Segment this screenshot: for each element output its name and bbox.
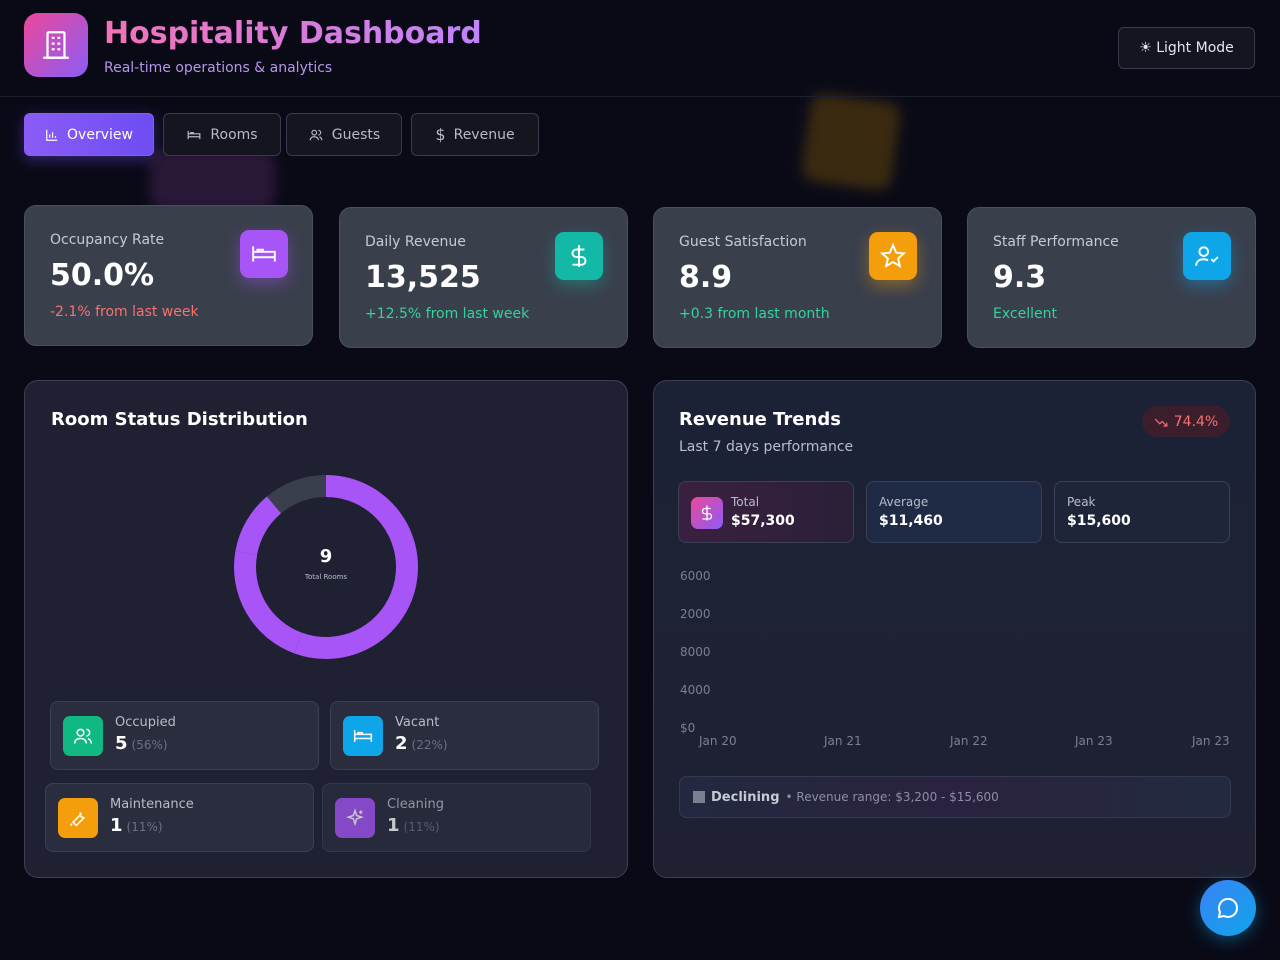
x-axis-label: Jan 23 [1192, 734, 1230, 748]
theme-toggle[interactable]: ☀ Light Mode [1118, 27, 1255, 69]
tab-revenue[interactable]: $ Revenue [411, 113, 539, 156]
status-icon [343, 716, 383, 756]
revenue-panel: Revenue Trends Last 7 days performance 7… [653, 380, 1256, 878]
bg-shape [800, 92, 902, 192]
donut-segment [234, 551, 303, 654]
app-title: Hospitality Dashboard [104, 16, 482, 51]
status-count: 1 (11%) [110, 815, 163, 836]
donut-segment [294, 475, 418, 659]
y-axis-label: $0 [680, 721, 696, 735]
kpi-delta: Excellent [993, 306, 1057, 322]
stat-label: Total [731, 495, 760, 509]
count: 5 [115, 733, 128, 754]
bg-shape [150, 150, 275, 210]
trend-label: Declining [711, 789, 780, 805]
status-tile: Cleaning 1 (11%) [322, 783, 591, 852]
y-axis-label: 4000 [680, 683, 711, 697]
tab-label: Guests [331, 126, 381, 143]
status-count: 2 (22%) [395, 733, 448, 754]
share: (11%) [126, 820, 163, 834]
kpi-label: Daily Revenue [365, 234, 466, 250]
tab-label: Rooms [210, 126, 258, 143]
x-axis-label: Jan 21 [824, 734, 862, 748]
stat-label: Peak [1067, 495, 1096, 509]
donut-total: 9 [320, 546, 333, 567]
count: 1 [387, 815, 400, 836]
header-divider [0, 96, 1280, 97]
panel-title: Room Status Distribution [51, 409, 308, 430]
count: 1 [110, 815, 123, 836]
donut-chart: 9 Total Rooms [234, 475, 418, 659]
kpi-value: 50.0% [50, 258, 155, 293]
trend-note: • Revenue range: $3,200 - $15,600 [785, 790, 999, 804]
status-name: Cleaning [387, 797, 444, 812]
badge-value: 74.4% [1173, 413, 1219, 430]
kpi-icon [869, 232, 917, 280]
tab-guests[interactable]: Guests [286, 113, 402, 156]
kpi-card: Occupancy Rate 50.0% -2.1% from last week [24, 205, 313, 346]
kpi-card: Guest Satisfaction 8.9 +0.3 from last mont… [653, 207, 942, 348]
revenue-stat: Peak $15,600 [1054, 481, 1230, 543]
donut-segment [266, 475, 327, 514]
x-axis-label: Jan 23 [1075, 734, 1113, 748]
revenue-stat: Average $11,460 [866, 481, 1042, 543]
donut-segment [235, 496, 282, 556]
kpi-label: Staff Performance [993, 234, 1119, 250]
status-icon [58, 798, 98, 838]
status-name: Maintenance [110, 797, 194, 812]
status-name: Occupied [115, 715, 176, 730]
stat-label: Average [879, 495, 929, 509]
status-tile: Maintenance 1 (11%) [45, 783, 314, 852]
kpi-delta: -2.1% from last week [50, 304, 199, 320]
stat-icon [691, 497, 723, 529]
kpi-delta: +0.3 from last month [679, 306, 830, 322]
tab-label: Overview [67, 126, 133, 143]
x-axis-label: Jan 20 [699, 734, 737, 748]
chat-button[interactable] [1200, 880, 1256, 936]
donut-total-label: Total Rooms [304, 573, 348, 581]
y-axis-label: 8000 [680, 645, 711, 659]
logo [24, 13, 88, 77]
stat-value: $15,600 [1067, 513, 1131, 529]
status-count: 5 (56%) [115, 733, 168, 754]
tab-icon: $ [435, 125, 446, 144]
status-tile: Occupied 5 (56%) [50, 701, 319, 770]
kpi-card: Staff Performance 9.3 Excellent [967, 207, 1256, 348]
revenue-stat: Total $57,300 [678, 481, 854, 543]
panel-title: Revenue Trends [679, 409, 841, 430]
kpi-icon [240, 230, 288, 278]
kpi-card: Daily Revenue 13,525 +12.5% from last week [339, 207, 628, 348]
kpi-value: 9.3 [993, 260, 1047, 295]
trend-footer: Declining • Revenue range: $3,200 - $15,… [679, 776, 1231, 818]
count: 2 [395, 733, 408, 754]
share: (11%) [403, 820, 440, 834]
share: (22%) [411, 738, 448, 752]
kpi-icon [1183, 232, 1231, 280]
status-name: Vacant [395, 715, 440, 730]
tab-label: Revenue [453, 126, 515, 143]
trend-icon [693, 791, 705, 803]
tab-overview[interactable]: Overview [24, 113, 154, 156]
status-icon [335, 798, 375, 838]
status-count: 1 (11%) [387, 815, 440, 836]
y-axis-label: 6000 [680, 569, 711, 583]
share: (56%) [131, 738, 168, 752]
tab-rooms[interactable]: Rooms [163, 113, 281, 156]
stat-value: $57,300 [731, 513, 795, 529]
kpi-delta: +12.5% from last week [365, 306, 530, 322]
kpi-value: 8.9 [679, 260, 733, 295]
kpi-label: Occupancy Rate [50, 232, 165, 248]
trend-badge: 74.4% [1142, 406, 1230, 437]
status-icon [63, 716, 103, 756]
kpi-value: 13,525 [365, 260, 481, 295]
panel-subtitle: Last 7 days performance [679, 439, 854, 455]
x-axis-label: Jan 22 [950, 734, 988, 748]
status-tile: Vacant 2 (22%) [330, 701, 599, 770]
stat-value: $11,460 [879, 513, 943, 529]
kpi-label: Guest Satisfaction [679, 234, 807, 250]
kpi-icon [555, 232, 603, 280]
app-subtitle: Real-time operations & analytics [104, 60, 333, 76]
y-axis-label: 2000 [680, 607, 711, 621]
